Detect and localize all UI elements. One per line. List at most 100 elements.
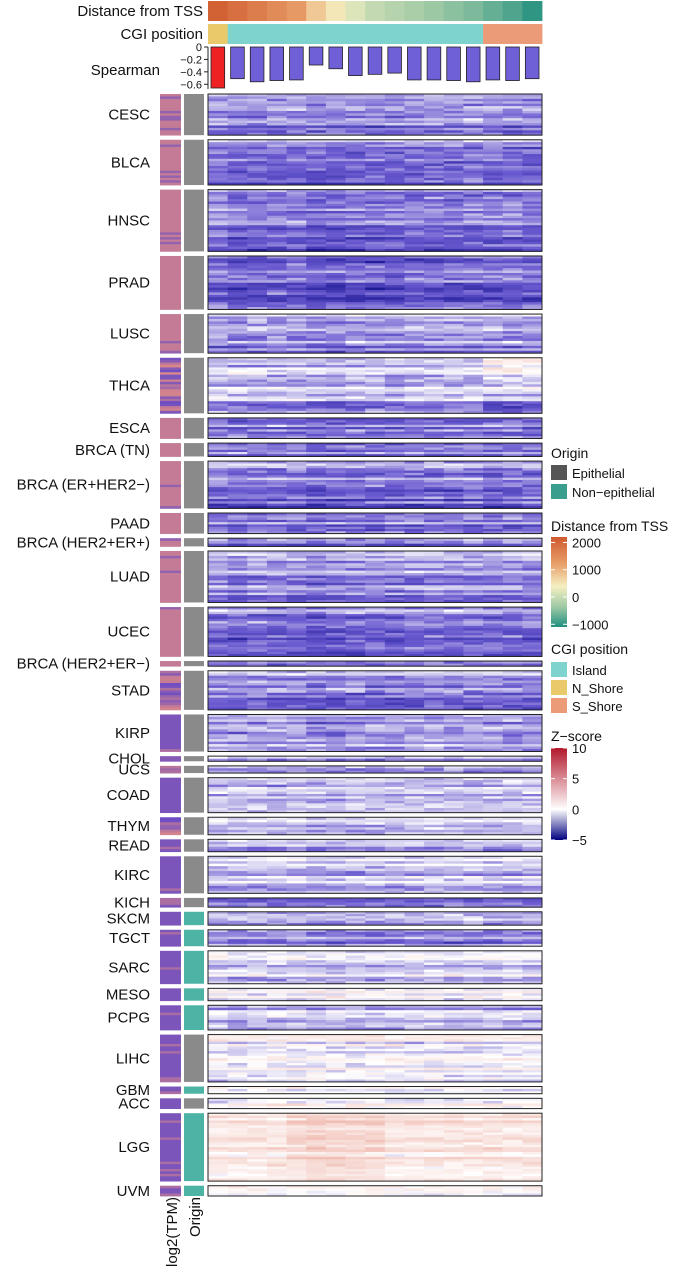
heatmap-cell: [208, 494, 229, 497]
heatmap-cell: [384, 408, 405, 412]
heatmap-cell: [365, 410, 386, 414]
heatmap-cell: [365, 101, 386, 105]
heatmap-cell: [266, 398, 287, 402]
heatmap-cell: [208, 637, 229, 641]
heatmap-cell: [227, 144, 248, 148]
heatmap-cell: [266, 168, 287, 172]
heatmap-cell: [266, 765, 287, 769]
heatmap-cell: [463, 489, 484, 493]
heatmap-cell: [463, 506, 484, 509]
heatmap-cell: [443, 206, 464, 210]
heatmap-cell: [463, 345, 484, 349]
heatmap-cell: [227, 580, 248, 584]
heatmap-cell: [306, 644, 327, 648]
heatmap-cell: [384, 673, 405, 677]
heatmap-cell: [208, 246, 229, 250]
heatmap-cell: [404, 573, 425, 576]
heatmap-cell: [286, 408, 307, 412]
heatmap-cell: [365, 237, 386, 240]
heatmap-cell: [345, 670, 366, 674]
heatmap-cell: [443, 210, 464, 214]
heatmap-cell: [424, 784, 445, 788]
heatmap-cell: [443, 496, 464, 500]
expr-cell: [160, 348, 181, 352]
heatmap-cell: [424, 345, 445, 349]
heatmap-cell: [384, 156, 405, 160]
heatmap-cell: [404, 340, 425, 344]
heatmap-cell: [443, 357, 464, 361]
heatmap-cell: [286, 139, 307, 143]
heatmap-cell: [345, 158, 366, 162]
heatmap-cell: [404, 452, 425, 455]
heatmap-cell: [208, 714, 229, 718]
heatmap-cell: [502, 248, 523, 252]
heatmap-cell: [286, 118, 307, 122]
heatmap-cell: [247, 255, 268, 259]
heatmap-cell: [286, 431, 307, 435]
heatmap-cell: [522, 108, 543, 112]
heatmap-cell: [208, 173, 229, 176]
heatmap-cell: [424, 616, 445, 620]
heatmap-cell: [365, 803, 386, 807]
heatmap-cell: [502, 213, 523, 217]
heatmap-cell: [483, 265, 504, 269]
heatmap-cell: [424, 623, 445, 627]
heatmap-cell: [247, 519, 268, 523]
heatmap-cell: [227, 595, 248, 598]
heatmap-cell: [443, 201, 464, 205]
expr-cell: [160, 275, 181, 279]
heatmap-cell: [522, 280, 543, 284]
heatmap-cell: [247, 575, 268, 579]
heatmap-cell: [424, 403, 445, 407]
heatmap-cell: [463, 367, 484, 371]
heatmap-cell: [325, 678, 346, 681]
heatmap-cell: [286, 644, 307, 648]
heatmap-cell: [365, 491, 386, 495]
heatmap-cell: [522, 229, 543, 233]
heatmap-cell: [424, 611, 445, 615]
heatmap-cell: [443, 803, 464, 807]
heatmap-cell: [424, 519, 445, 523]
heatmap-cell: [404, 127, 425, 131]
heatmap-cell: [247, 793, 268, 797]
heatmap-cell: [483, 132, 504, 136]
heatmap-cell: [522, 277, 543, 281]
heatmap-cell: [424, 98, 445, 102]
heatmap-cell: [502, 406, 523, 409]
heatmap-cell: [325, 110, 346, 114]
heatmap-cell: [443, 118, 464, 122]
heatmap-cell: [365, 307, 386, 310]
heatmap-cell: [424, 522, 445, 525]
heatmap-cell: [443, 796, 464, 800]
heatmap-cell: [463, 555, 484, 559]
heatmap-cell: [404, 125, 425, 129]
heatmap-cell: [463, 731, 484, 735]
heatmap-cell: [208, 161, 229, 164]
heatmap-cell: [325, 721, 346, 725]
heatmap-cell: [325, 260, 346, 264]
heatmap-cell: [384, 618, 405, 622]
heatmap-cell: [483, 491, 504, 495]
heatmap-cell: [463, 758, 484, 762]
heatmap-cell: [227, 287, 248, 291]
heatmap-cell: [463, 206, 484, 210]
heatmap-cell: [286, 611, 307, 615]
heatmap-cell: [404, 487, 425, 490]
heatmap-cell: [286, 203, 307, 207]
cancer-block: BLCA: [111, 139, 543, 186]
heatmap-cell: [247, 609, 268, 613]
heatmap-cell: [463, 782, 484, 786]
heatmap-cell: [483, 524, 504, 528]
heatmap-cell: [404, 736, 425, 740]
heatmap-cell: [365, 461, 386, 464]
heatmap-cell: [502, 803, 523, 807]
heatmap-cell: [266, 475, 287, 479]
heatmap-cell: [365, 587, 386, 591]
heatmap-cell: [306, 362, 327, 366]
heatmap-cell: [208, 803, 229, 807]
heatmap-cell: [365, 642, 386, 646]
heatmap-cell: [227, 101, 248, 105]
heatmap-cell: [208, 263, 229, 267]
heatmap-cell: [404, 675, 425, 679]
heatmap-cell: [208, 798, 229, 802]
